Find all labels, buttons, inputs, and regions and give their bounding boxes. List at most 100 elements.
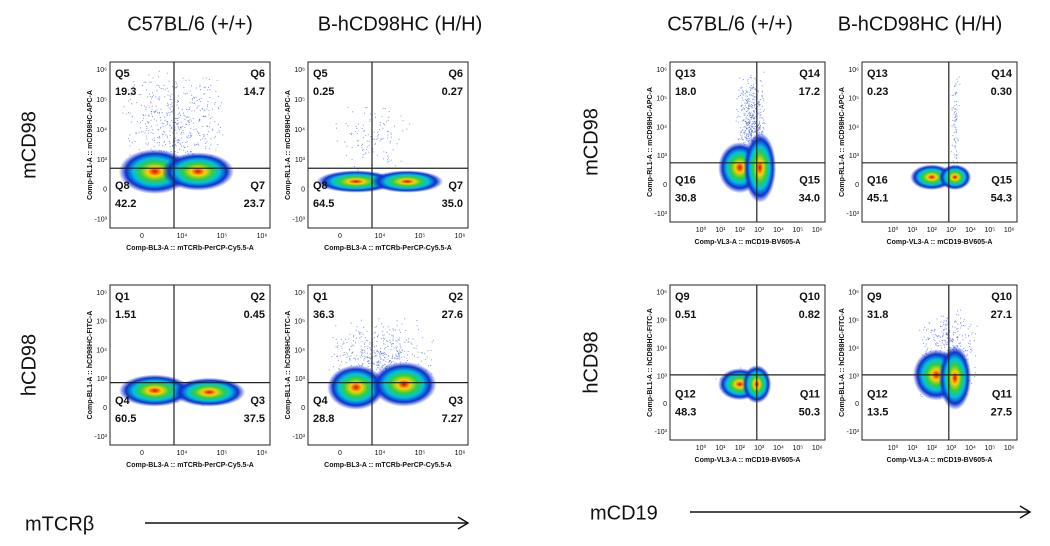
event-dot xyxy=(955,114,957,116)
event-dot xyxy=(750,87,752,89)
event-dot xyxy=(747,119,749,121)
event-dot xyxy=(178,148,180,150)
event-dot xyxy=(919,329,921,331)
event-dot xyxy=(753,88,755,90)
event-dot xyxy=(949,331,951,333)
event-dot xyxy=(165,134,167,136)
event-dot xyxy=(372,362,374,364)
event-dot xyxy=(931,329,933,331)
event-dot xyxy=(737,115,739,117)
event-dot xyxy=(970,347,972,349)
event-dot xyxy=(401,351,403,353)
event-dot xyxy=(756,125,758,127)
event-dot xyxy=(169,135,171,137)
event-dot xyxy=(133,81,135,83)
quadrant-value: 45.1 xyxy=(867,192,888,204)
event-dot xyxy=(945,319,947,321)
quadrant-value: 31.8 xyxy=(867,309,888,321)
event-dot xyxy=(364,349,366,351)
event-dot xyxy=(746,139,748,141)
event-dot xyxy=(387,137,389,139)
event-dot xyxy=(740,87,742,89)
event-dot xyxy=(212,128,214,130)
event-dot xyxy=(366,352,368,354)
event-dot xyxy=(945,334,947,336)
event-dot xyxy=(379,355,381,357)
event-dot xyxy=(962,325,964,327)
event-dot xyxy=(949,341,951,343)
event-dot xyxy=(747,109,749,111)
event-dot xyxy=(205,146,207,148)
density xyxy=(371,170,444,193)
quadrant-name: Q11 xyxy=(800,388,820,400)
event-dot xyxy=(934,329,936,331)
event-dot xyxy=(158,137,160,139)
event-dot xyxy=(750,105,752,107)
quadrant-name: Q12 xyxy=(867,388,888,400)
event-dot xyxy=(957,336,959,338)
event-dot xyxy=(941,331,943,333)
event-dot xyxy=(956,328,958,330)
event-dot xyxy=(750,128,752,130)
density xyxy=(938,346,972,410)
event-dot xyxy=(146,121,148,123)
event-dot xyxy=(960,321,962,323)
event-dot xyxy=(377,135,379,137)
event-dot xyxy=(359,356,361,358)
event-dot xyxy=(348,338,350,340)
quadrant-name: Q9 xyxy=(867,291,882,303)
event-dot xyxy=(757,102,759,104)
event-dot xyxy=(369,342,371,344)
event-dot xyxy=(742,93,744,95)
event-dot xyxy=(379,350,381,352)
event-dot xyxy=(758,111,760,113)
event-dot xyxy=(207,89,209,91)
event-dot xyxy=(750,112,752,114)
event-dot xyxy=(396,340,398,342)
event-dot xyxy=(193,97,195,99)
event-dot xyxy=(953,339,955,341)
event-dot xyxy=(158,144,160,146)
event-dot xyxy=(748,103,750,105)
event-dot xyxy=(398,356,400,358)
quadrant-value: 13.5 xyxy=(867,406,888,418)
event-dot xyxy=(955,82,957,84)
event-dot xyxy=(748,140,750,142)
event-dot xyxy=(745,113,747,115)
event-dot xyxy=(749,115,751,117)
event-dot xyxy=(943,329,945,331)
event-dot xyxy=(341,361,343,363)
event-dot xyxy=(361,351,363,353)
event-dot xyxy=(954,105,956,107)
event-dot xyxy=(959,345,961,347)
x-tick-label: 10² xyxy=(735,227,746,234)
event-dot xyxy=(748,94,750,96)
event-dot xyxy=(176,139,178,141)
quadrant-name: Q13 xyxy=(867,68,888,80)
event-dot xyxy=(393,329,395,331)
event-dot xyxy=(180,127,182,129)
event-dot xyxy=(960,317,962,319)
event-dot xyxy=(383,352,385,354)
x-tick-label: 10³ xyxy=(946,227,957,234)
density xyxy=(743,132,777,203)
event-dot xyxy=(758,104,760,106)
event-dot xyxy=(752,125,754,127)
event-dot xyxy=(927,338,929,340)
event-dot xyxy=(184,118,186,120)
event-dot xyxy=(754,130,756,132)
event-dot xyxy=(162,125,164,127)
plot xyxy=(118,374,246,407)
event-dot xyxy=(736,117,738,119)
event-dot xyxy=(198,105,200,107)
event-dot xyxy=(340,345,342,347)
event-dot xyxy=(953,138,955,140)
event-dot xyxy=(377,362,379,364)
event-dot xyxy=(370,136,372,138)
event-dot xyxy=(390,132,392,134)
quadrant-value: 0.27 xyxy=(442,86,463,98)
event-dot xyxy=(957,140,959,142)
event-dot xyxy=(204,134,206,136)
event-dot xyxy=(379,362,381,364)
event-dot xyxy=(381,116,383,118)
